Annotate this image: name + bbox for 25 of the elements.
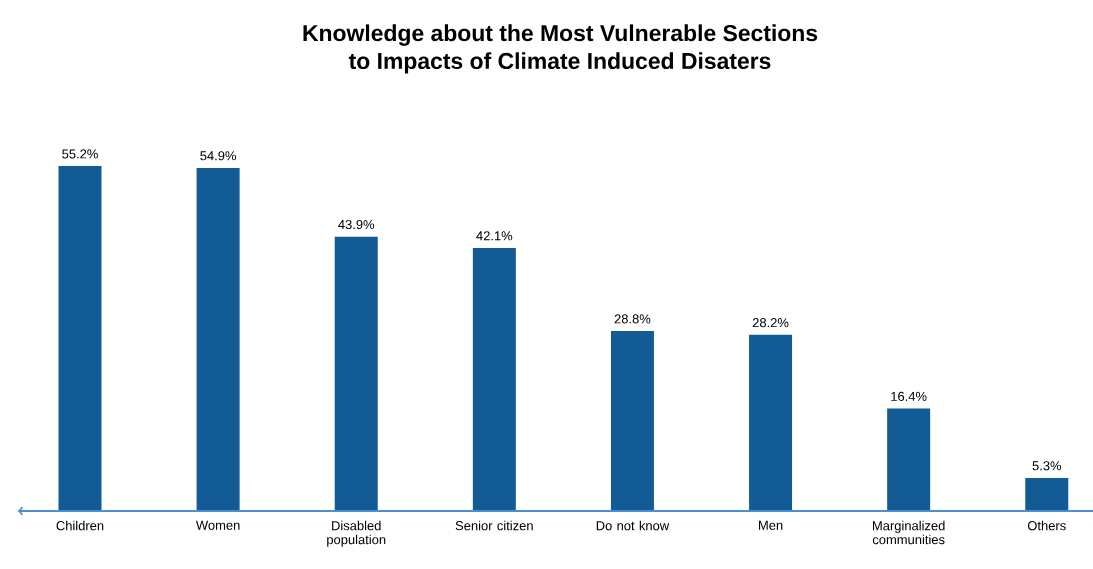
data-label: 54.9% xyxy=(200,151,237,161)
data-label: 28.8% xyxy=(614,314,651,324)
x-tick-label: Children xyxy=(56,520,104,531)
data-label: 43.9% xyxy=(338,219,375,230)
x-tick-label: Men xyxy=(759,520,783,530)
x-tick-label: Others xyxy=(1027,520,1066,531)
data-label: 16.4% xyxy=(891,391,927,401)
x-tick-label: Disabled population xyxy=(327,520,386,547)
data-label: 28.2% xyxy=(752,318,789,328)
bar xyxy=(610,331,654,511)
bar xyxy=(334,236,378,511)
x-tick-label: Do not know xyxy=(596,520,670,531)
bar xyxy=(472,247,516,511)
bar xyxy=(887,408,931,511)
chart-title: Knowledge about the Most Vulnerable Sections to Impacts of Climate Induced Disaters xyxy=(303,24,818,74)
bar xyxy=(196,167,240,511)
bar xyxy=(58,166,102,511)
x-tick-label: Marginalized communities xyxy=(872,520,945,545)
data-label: 42.1% xyxy=(476,231,513,241)
x-tick-label: Women xyxy=(195,520,240,530)
data-label: 5.3% xyxy=(1032,461,1062,471)
bar xyxy=(1025,477,1069,511)
data-label: 55.2% xyxy=(62,149,98,159)
x-tick-label: Senior citizen xyxy=(455,520,533,531)
bar xyxy=(749,334,793,511)
